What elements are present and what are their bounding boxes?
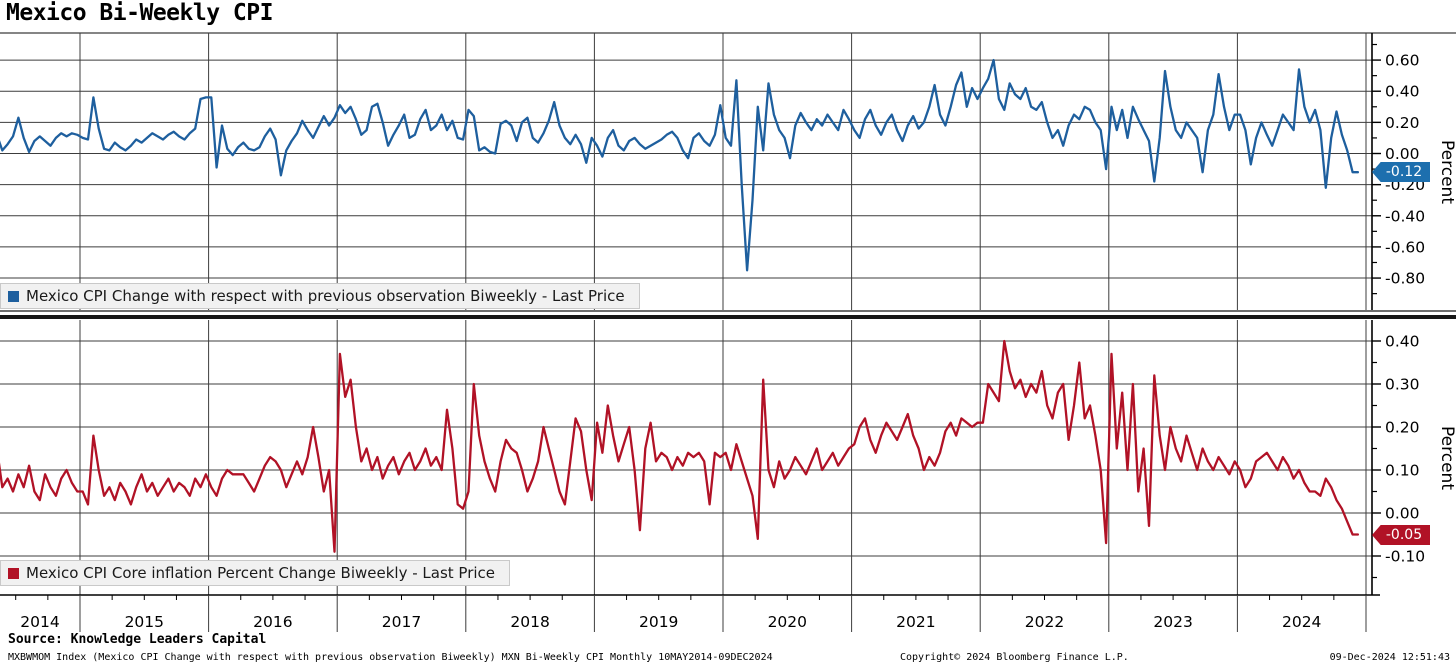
svg-text:-0.40: -0.40 [1385,207,1425,225]
x-axis-year-label: 2018 [510,613,549,631]
last-price-badge-headline: -0.12 [1372,162,1430,182]
svg-text:0.00: 0.00 [1385,505,1420,523]
svg-text:0.10: 0.10 [1385,462,1420,480]
timestamp: 09-Dec-2024 12:51:43 [1329,652,1450,663]
svg-text:0.40: 0.40 [1385,83,1420,101]
svg-text:0.30: 0.30 [1385,376,1420,394]
x-axis-year-label: 2022 [1025,613,1064,631]
svg-text:0.20: 0.20 [1385,114,1420,132]
x-axis-year-label: 2021 [896,613,935,631]
x-axis-year-label: 2019 [639,613,678,631]
headline-cpi-line [0,58,1360,272]
legend-swatch-blue [8,290,19,302]
y-axis-title: Percent [1437,426,1456,490]
legend-core-cpi[interactable]: Mexico CPI Core inflation Percent Change… [0,560,511,586]
x-axis-year-label: 2017 [382,613,421,631]
core-cpi-line [0,339,1360,553]
svg-text:-0.80: -0.80 [1385,270,1425,288]
copyright-notice: Copyright© 2024 Bloomberg Finance L.P. [900,652,1129,663]
panel-divider[interactable] [0,310,1456,319]
y-axis-title: Percent [1437,140,1456,204]
ticker-description: MXBWMOM Index (Mexico CPI Change with re… [8,652,773,663]
svg-text:-0.10: -0.10 [1385,548,1425,566]
x-axis-year-label: 2023 [1153,613,1192,631]
legend-label: Mexico CPI Core inflation Percent Change… [26,564,496,582]
x-axis-year-label: 2014 [20,613,59,631]
x-axis-year-label: 2015 [125,613,164,631]
svg-text:0.20: 0.20 [1385,419,1420,437]
x-axis-year-label: 2020 [768,613,807,631]
svg-text:0.40: 0.40 [1385,333,1420,351]
legend-swatch-red [8,567,19,579]
source-credit: Source: Knowledge Leaders Capital [8,632,267,647]
x-axis-year-label: 2016 [253,613,292,631]
page-title: Mexico Bi-Weekly CPI [6,0,273,26]
legend-label: Mexico CPI Change with respect with prev… [26,287,625,305]
svg-text:-0.60: -0.60 [1385,238,1425,256]
legend-headline-cpi[interactable]: Mexico CPI Change with respect with prev… [0,283,640,309]
x-axis-year-label: 2024 [1282,613,1321,631]
last-price-badge-core: -0.05 [1372,525,1430,545]
svg-text:0.00: 0.00 [1385,145,1420,163]
svg-text:0.60: 0.60 [1385,52,1420,70]
